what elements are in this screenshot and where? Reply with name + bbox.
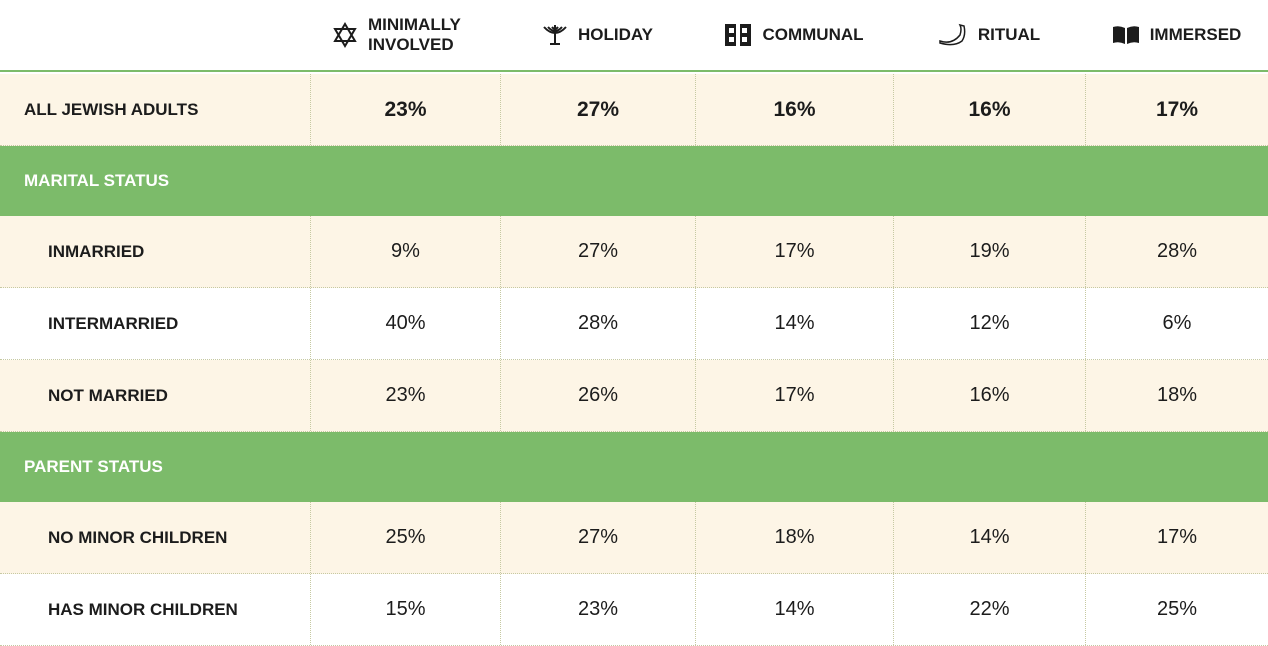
value-cell: 25%: [1085, 574, 1268, 645]
value-cell: 14%: [695, 574, 893, 645]
value-cell: 16%: [893, 74, 1085, 145]
value-cell: 23%: [500, 574, 695, 645]
value-cell: 27%: [500, 502, 695, 573]
value-cell: 27%: [500, 216, 695, 287]
value-cell: 16%: [893, 360, 1085, 431]
value-cell: 17%: [695, 360, 893, 431]
value-cell: 14%: [695, 288, 893, 359]
value-cell: 17%: [695, 216, 893, 287]
value-cell: 18%: [1085, 360, 1268, 431]
data-row: INTERMARRIED 40% 28% 14% 12% 6%: [0, 288, 1268, 360]
column-header: RITUAL: [893, 0, 1085, 70]
icon: [1112, 26, 1139, 44]
section-header: PARENT STATUS: [0, 432, 1268, 502]
column-title: MINIMALLY INVOLVED: [368, 15, 461, 54]
value-cell: 22%: [893, 574, 1085, 645]
row-label: NO MINOR CHILDREN: [48, 527, 228, 547]
value-cell: 19%: [893, 216, 1085, 287]
section-header: MARITAL STATUS: [0, 146, 1268, 216]
value-cell: 27%: [500, 74, 695, 145]
value-cell: 9%: [310, 216, 500, 287]
value-cell: 17%: [1085, 74, 1268, 145]
data-row: ALL JEWISH ADULTS 23% 27% 16% 16% 17%: [0, 74, 1268, 146]
column-header: MINIMALLY INVOLVED: [310, 0, 500, 70]
value-cell: 14%: [893, 502, 1085, 573]
header-row: MINIMALLY INVOLVED HOLIDAY COMMUNAL RITUAL I…: [0, 0, 1268, 72]
column-header: HOLIDAY: [500, 0, 695, 70]
column-header: IMMERSED: [1085, 0, 1268, 70]
value-cell: 25%: [310, 502, 500, 573]
value-cell: 23%: [310, 360, 500, 431]
value-cell: 17%: [1085, 502, 1268, 573]
column-title: RITUAL: [977, 25, 1041, 44]
row-label: HAS MINOR CHILDREN: [48, 599, 238, 619]
column-header: COMMUNAL: [695, 0, 893, 70]
value-cell: 28%: [1085, 216, 1268, 287]
value-cell: 12%: [893, 288, 1085, 359]
corner: [0, 0, 310, 70]
row-label: NOT MARRIED: [48, 385, 168, 405]
data-row: HAS MINOR CHILDREN 15% 23% 14% 22% 25%: [0, 574, 1268, 646]
value-cell: 40%: [310, 288, 500, 359]
column-title: IMMERSED: [1149, 25, 1242, 44]
icon: [725, 24, 752, 46]
value-cell: 15%: [310, 574, 500, 645]
value-cell: 16%: [695, 74, 893, 145]
data-row: NOT MARRIED 23% 26% 17% 16% 18%: [0, 360, 1268, 432]
icon: [543, 25, 567, 45]
data-row: INMARRIED 9% 27% 17% 19% 28%: [0, 216, 1268, 288]
icon: [333, 22, 357, 48]
row-label: INTERMARRIED: [48, 313, 179, 333]
row-label: INMARRIED: [48, 241, 145, 261]
value-cell: 28%: [500, 288, 695, 359]
column-title: COMMUNAL: [762, 25, 864, 44]
value-cell: 6%: [1085, 288, 1268, 359]
value-cell: 26%: [500, 360, 695, 431]
row-label: ALL JEWISH ADULTS: [24, 99, 199, 119]
data-row: NO MINOR CHILDREN 25% 27% 18% 14% 17%: [0, 502, 1268, 574]
value-cell: 18%: [695, 502, 893, 573]
value-cell: 23%: [310, 74, 500, 145]
icon: [939, 23, 966, 46]
column-title: HOLIDAY: [578, 25, 653, 44]
